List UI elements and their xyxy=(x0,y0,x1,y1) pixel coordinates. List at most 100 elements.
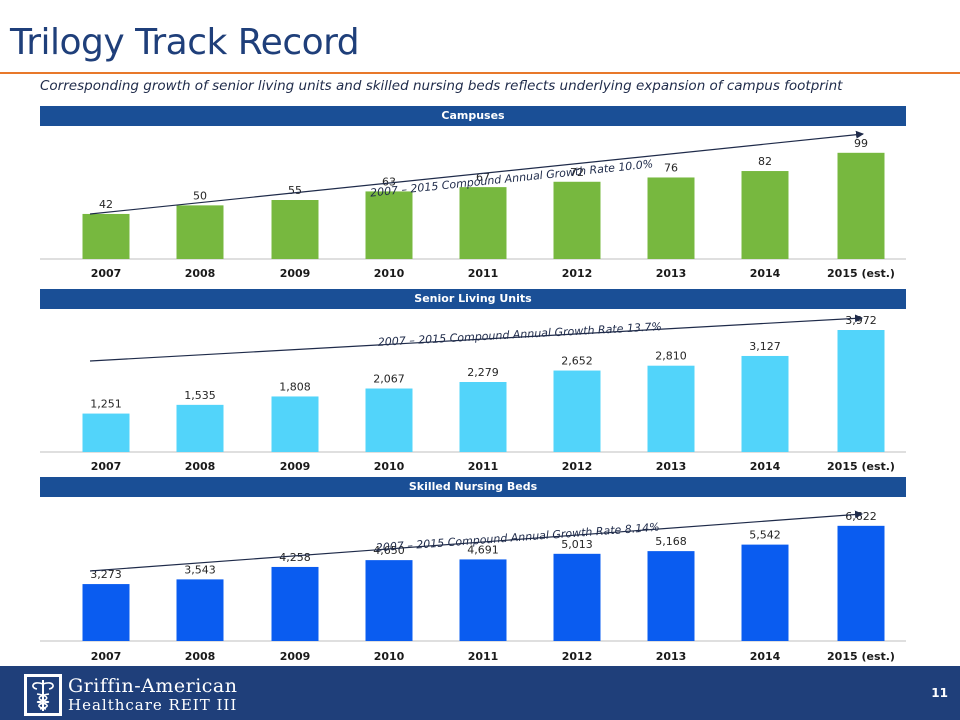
company-logo-line1: Griffin-American xyxy=(68,675,238,697)
data-label: 50 xyxy=(193,189,207,202)
data-label: 2,279 xyxy=(467,366,499,379)
bar xyxy=(82,213,130,259)
data-label: 82 xyxy=(758,155,772,168)
data-label: 76 xyxy=(664,161,678,174)
bar xyxy=(271,566,319,641)
x-tick-label: 2008 xyxy=(185,650,216,663)
x-tick-label: 2012 xyxy=(562,460,593,473)
bar xyxy=(271,396,319,452)
campuses-chart-header: Campuses xyxy=(40,106,906,126)
data-label: 67 xyxy=(476,171,490,184)
bar xyxy=(459,382,507,452)
x-tick-label: 2009 xyxy=(280,267,311,280)
page-title: Trilogy Track Record xyxy=(10,22,360,63)
skilled-nursing-chart-header: Skilled Nursing Beds xyxy=(40,477,906,497)
bar xyxy=(553,370,601,452)
x-tick-label: 2012 xyxy=(562,267,593,280)
senior-living-chart: 1,251 2007 1,535 2008 1,808 2009 2,067 2010 2,27… xyxy=(40,314,906,473)
bar xyxy=(837,525,885,641)
cagr-annotation: 2007 – 2015 Compound Annual Growth Rate … xyxy=(370,157,654,199)
caduceus-logo-icon xyxy=(24,674,62,716)
x-tick-label: 2014 xyxy=(750,460,781,473)
data-label: 1,251 xyxy=(90,398,122,411)
data-label: 1,535 xyxy=(184,389,216,402)
x-tick-label: 2010 xyxy=(374,460,405,473)
x-tick-label: 2011 xyxy=(468,650,499,663)
x-tick-label: 2007 xyxy=(91,267,122,280)
growth-arrow xyxy=(89,314,863,362)
page-number: 11 xyxy=(931,686,948,700)
bar xyxy=(553,553,601,641)
bar xyxy=(365,191,413,259)
x-tick-label: 2013 xyxy=(656,460,687,473)
bar xyxy=(176,205,224,259)
growth-arrow xyxy=(89,510,863,572)
bar xyxy=(741,171,789,259)
footer-bar: Griffin-American Healthcare REIT III 11 xyxy=(0,666,960,720)
data-label: 72 xyxy=(570,166,584,179)
bar xyxy=(176,579,224,641)
bar xyxy=(553,181,601,259)
growth-arrow xyxy=(89,130,864,215)
x-tick-label: 2011 xyxy=(468,267,499,280)
x-tick-label: 2011 xyxy=(468,460,499,473)
data-label: 1,808 xyxy=(279,380,311,393)
data-label: 3,972 xyxy=(845,314,877,327)
data-label: 3,127 xyxy=(749,340,781,353)
x-tick-label: 2015 (est.) xyxy=(827,460,895,473)
bar xyxy=(365,560,413,641)
data-label: 63 xyxy=(382,175,396,188)
data-label: 2,067 xyxy=(373,373,405,386)
data-label: 2,810 xyxy=(655,350,687,363)
x-tick-label: 2009 xyxy=(280,460,311,473)
skilled-nursing-chart: 3,273 2007 3,543 2008 4,258 2009 4,650 2010 4,69… xyxy=(40,510,906,663)
x-tick-label: 2007 xyxy=(91,650,122,663)
x-tick-label: 2009 xyxy=(280,650,311,663)
bar xyxy=(741,544,789,641)
bar xyxy=(837,152,885,259)
bar xyxy=(837,330,885,452)
data-label: 6,622 xyxy=(845,510,877,523)
x-tick-label: 2015 (est.) xyxy=(827,650,895,663)
bar xyxy=(82,413,130,452)
data-label: 5,168 xyxy=(655,535,687,548)
x-tick-label: 2015 (est.) xyxy=(827,267,895,280)
data-label: 55 xyxy=(288,184,302,197)
bar xyxy=(82,584,130,641)
x-tick-label: 2013 xyxy=(656,267,687,280)
x-tick-label: 2012 xyxy=(562,650,593,663)
bar xyxy=(365,388,413,452)
bar xyxy=(176,404,224,452)
x-tick-label: 2010 xyxy=(374,650,405,663)
bar xyxy=(741,355,789,452)
cagr-annotation: 2007 – 2015 Compound Annual Growth Rate … xyxy=(375,521,660,555)
data-label: 42 xyxy=(99,198,113,211)
x-tick-label: 2013 xyxy=(656,650,687,663)
data-label: 5,013 xyxy=(561,538,593,551)
page-subtitle: Corresponding growth of senior living un… xyxy=(40,78,843,94)
bar xyxy=(647,551,695,641)
data-label: 5,542 xyxy=(749,529,781,542)
data-label: 4,258 xyxy=(279,551,311,564)
title-divider xyxy=(0,72,960,74)
senior-living-chart-header: Senior Living Units xyxy=(40,289,906,309)
campuses-panel: Campuses 42 2007 50 2008 55 2009 63 2010 67 2011 7… xyxy=(40,106,906,284)
data-label: 4,691 xyxy=(467,543,499,556)
bar xyxy=(271,200,319,259)
senior-living-panel: Senior Living Units 1,251 2007 1,535 2008 1,… xyxy=(40,289,906,475)
x-tick-label: 2014 xyxy=(750,650,781,663)
cagr-annotation: 2007 – 2015 Compound Annual Growth Rate … xyxy=(377,320,662,349)
bar xyxy=(647,365,695,452)
x-tick-label: 2014 xyxy=(750,267,781,280)
campuses-chart: 42 2007 50 2008 55 2009 63 2010 67 2011 72 2012 76 20… xyxy=(40,130,906,280)
data-label: 4,650 xyxy=(373,544,405,557)
x-tick-label: 2007 xyxy=(91,460,122,473)
skilled-nursing-panel: Skilled Nursing Beds 3,273 2007 3,543 2008 4… xyxy=(40,477,906,665)
x-tick-label: 2008 xyxy=(185,460,216,473)
data-label: 2,652 xyxy=(561,355,593,368)
company-logo-line2: Healthcare REIT III xyxy=(68,696,238,714)
x-tick-label: 2010 xyxy=(374,267,405,280)
bar xyxy=(459,187,507,259)
bar xyxy=(647,177,695,259)
bar xyxy=(459,559,507,641)
